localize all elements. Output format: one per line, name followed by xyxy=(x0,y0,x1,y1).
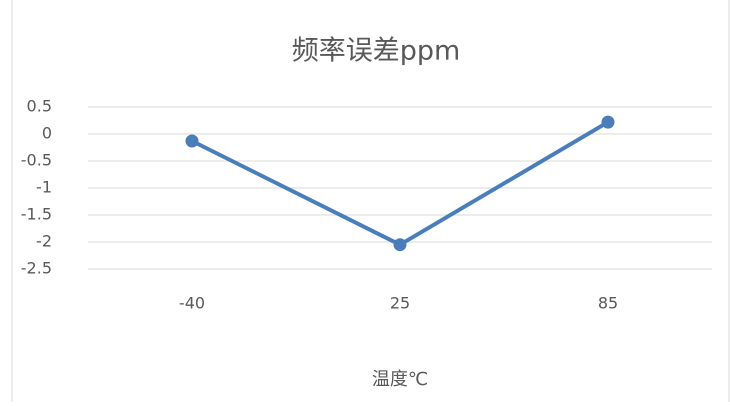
y-tick-label: -1 xyxy=(36,178,52,197)
chart-border xyxy=(11,0,730,406)
chart-title: 频率误差ppm xyxy=(292,36,461,67)
y-tick-label: 0.5 xyxy=(27,97,52,116)
marker xyxy=(185,134,199,148)
y-tick-label: -1.5 xyxy=(21,205,52,224)
x-tick-label: 25 xyxy=(390,294,410,313)
y-tick-label: -0.5 xyxy=(21,151,52,170)
x-tick-label: -40 xyxy=(179,294,205,313)
x-axis-title: 温度℃ xyxy=(372,369,428,390)
marker xyxy=(601,115,615,129)
y-tick-label: 0 xyxy=(42,124,52,143)
y-tick-label: -2 xyxy=(36,232,52,251)
x-tick-label: 85 xyxy=(598,294,618,313)
marker xyxy=(393,238,407,252)
y-tick-label: -2.5 xyxy=(21,259,52,278)
line xyxy=(191,120,610,247)
